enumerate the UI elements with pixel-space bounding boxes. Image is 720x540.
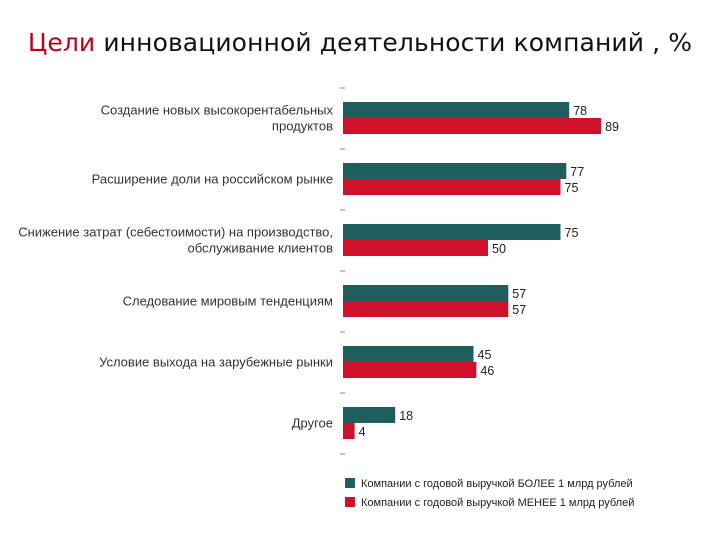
chart-title-rest: инновационной деятельности компаний , % <box>95 28 693 57</box>
data-label: 50 <box>492 242 506 256</box>
legend-label: Компании с годовой выручкой МЕНЕЕ 1 млрд… <box>361 497 634 509</box>
category-label: Расширение доли на российском рынке <box>92 172 333 187</box>
bar-less <box>343 423 355 439</box>
legend-swatch <box>345 478 355 488</box>
data-label: 75 <box>565 226 579 240</box>
bar-more <box>343 285 509 301</box>
bar-more <box>343 224 561 240</box>
legend-swatch <box>345 497 355 507</box>
category-label: Другое <box>292 416 333 431</box>
bar-less <box>343 179 561 195</box>
category-label: продуктов <box>272 119 333 134</box>
data-label: 78 <box>573 104 587 118</box>
bar-less <box>343 362 477 378</box>
data-label: 57 <box>512 303 526 317</box>
category-label: Условие выхода на зарубежные рынки <box>99 355 333 370</box>
data-label: 45 <box>478 348 492 362</box>
data-label: 77 <box>570 165 584 179</box>
bar-more <box>343 102 570 118</box>
data-label: 57 <box>512 287 526 301</box>
category-label: обслуживание клиентов <box>187 241 333 256</box>
data-label: 4 <box>359 425 366 439</box>
data-label: 46 <box>480 364 494 378</box>
bar-more <box>343 163 567 179</box>
legend-label: Компании с годовой выручкой БОЛЕЕ 1 млрд… <box>361 478 633 490</box>
data-label: 89 <box>605 120 619 134</box>
data-label: 18 <box>399 409 413 423</box>
data-label: 75 <box>565 181 579 195</box>
chart-title-accent: Цели <box>27 28 96 57</box>
bar-more <box>343 407 396 423</box>
category-label: Снижение затрат (себестоимости) на произ… <box>18 225 333 240</box>
bar-less <box>343 240 488 256</box>
category-label: Создание новых высокорентабельных <box>101 103 334 118</box>
category-label: Следование мировым тенденциям <box>123 294 333 309</box>
bar-less <box>343 118 602 134</box>
bar-more <box>343 346 474 362</box>
bar-less <box>343 301 509 317</box>
chart-title: Цели инновационной деятельности компаний… <box>0 28 720 57</box>
